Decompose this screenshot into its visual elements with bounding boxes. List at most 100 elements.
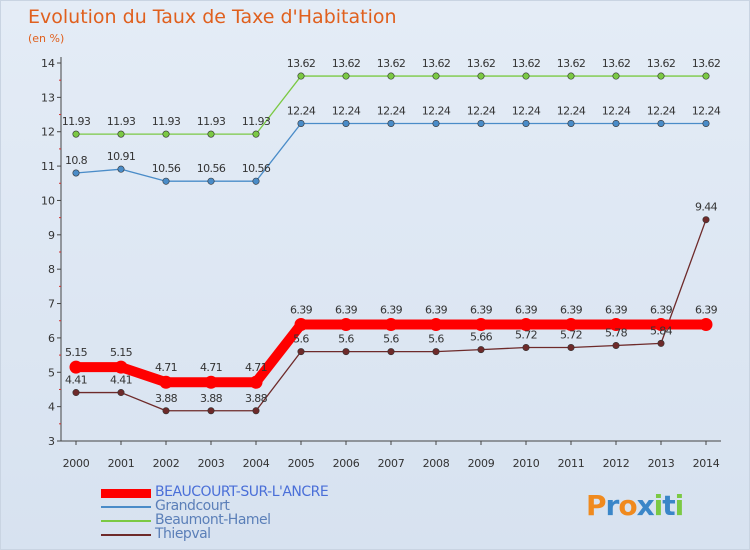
data-point — [72, 389, 80, 397]
data-label: 13.62 — [647, 57, 676, 70]
data-point — [342, 348, 350, 356]
data-label: 9.44 — [695, 201, 718, 214]
data-point — [609, 318, 623, 332]
data-point — [657, 119, 665, 127]
data-point — [612, 72, 620, 80]
data-point — [162, 177, 170, 185]
data-label: 6.39 — [515, 304, 538, 317]
data-label: 13.62 — [377, 57, 406, 70]
y-tick-label: 12 — [41, 126, 55, 139]
data-point — [432, 348, 440, 356]
data-label: 4.41 — [65, 374, 87, 387]
data-point — [342, 72, 350, 80]
data-label: 5.6 — [428, 333, 444, 346]
data-label: 12.24 — [287, 104, 316, 117]
data-label: 5.6 — [293, 333, 309, 346]
x-tick-label: 2011 — [558, 457, 585, 470]
x-tick-label: 2010 — [513, 457, 540, 470]
data-point — [114, 360, 128, 374]
data-label: 6.39 — [470, 304, 493, 317]
data-point — [477, 72, 485, 80]
data-point — [159, 375, 173, 389]
data-point — [654, 318, 668, 332]
data-point — [432, 72, 440, 80]
legend-swatch — [101, 534, 151, 536]
data-label: 6.39 — [650, 304, 673, 317]
data-label: 6.39 — [380, 304, 403, 317]
data-point — [297, 72, 305, 80]
data-label: 6.39 — [425, 304, 448, 317]
data-point — [387, 119, 395, 127]
data-label: 10.56 — [197, 162, 226, 175]
data-label: 12.24 — [647, 104, 676, 117]
data-label: 12.24 — [557, 104, 586, 117]
data-point — [72, 130, 80, 138]
data-point — [474, 318, 488, 332]
data-label: 6.39 — [335, 304, 358, 317]
x-tick-label: 2006 — [333, 457, 360, 470]
y-tick-label: 9 — [48, 229, 55, 242]
logo-letter: r — [605, 489, 620, 522]
data-label: 3.88 — [245, 392, 268, 405]
data-label: 6.39 — [695, 304, 718, 317]
y-tick-label: 11 — [41, 160, 55, 173]
x-tick-label: 2014 — [693, 457, 720, 470]
data-point — [297, 119, 305, 127]
data-label: 10.56 — [242, 162, 271, 175]
data-label: 3.88 — [200, 392, 223, 405]
data-label: 4.71 — [200, 361, 222, 374]
data-point — [207, 130, 215, 138]
data-point — [432, 119, 440, 127]
x-tick-label: 2013 — [648, 457, 675, 470]
data-label: 5.15 — [65, 346, 88, 359]
x-tick-label: 2002 — [153, 457, 180, 470]
data-point — [702, 72, 710, 80]
data-label: 5.72 — [515, 329, 537, 342]
x-tick-label: 2003 — [198, 457, 225, 470]
data-point — [387, 348, 395, 356]
y-tick-label: 10 — [41, 194, 55, 207]
data-label: 3.88 — [155, 392, 178, 405]
logo-letter: o — [618, 489, 637, 522]
data-point — [612, 119, 620, 127]
data-point — [162, 407, 170, 415]
data-point — [567, 344, 575, 352]
data-label: 12.24 — [512, 104, 541, 117]
data-point — [522, 344, 530, 352]
data-point — [117, 130, 125, 138]
data-point — [429, 318, 443, 332]
legend-swatch — [101, 506, 151, 508]
y-tick-label: 3 — [48, 435, 55, 448]
x-tick-label: 2012 — [603, 457, 630, 470]
legend-swatch — [101, 488, 151, 498]
data-label: 11.93 — [197, 115, 226, 128]
data-label: 5.84 — [650, 324, 673, 337]
data-label: 13.62 — [512, 57, 541, 70]
data-point — [69, 360, 83, 374]
data-point — [249, 375, 263, 389]
data-point — [567, 72, 575, 80]
legend-label: Beaumont-Hamel — [155, 512, 271, 528]
data-label: 4.71 — [155, 361, 177, 374]
data-label: 13.62 — [602, 57, 631, 70]
data-point — [702, 216, 710, 224]
data-point — [567, 119, 575, 127]
x-tick-label: 2004 — [243, 457, 270, 470]
y-tick-label: 14 — [41, 57, 55, 70]
x-tick-label: 2005 — [288, 457, 315, 470]
data-label: 11.93 — [107, 115, 136, 128]
y-tick-label: 6 — [48, 332, 55, 345]
data-label: 10.56 — [152, 162, 181, 175]
data-label: 5.78 — [605, 326, 628, 339]
data-point — [252, 407, 260, 415]
data-label: 4.41 — [110, 374, 132, 387]
data-point — [522, 119, 530, 127]
legend-label: BEAUCOURT-SUR-L'ANCRE — [155, 484, 329, 500]
data-point — [162, 130, 170, 138]
data-point — [207, 407, 215, 415]
data-label: 13.62 — [467, 57, 496, 70]
data-point — [204, 375, 218, 389]
data-point — [117, 165, 125, 173]
logo-letter: t — [662, 489, 675, 522]
data-point — [699, 318, 713, 332]
